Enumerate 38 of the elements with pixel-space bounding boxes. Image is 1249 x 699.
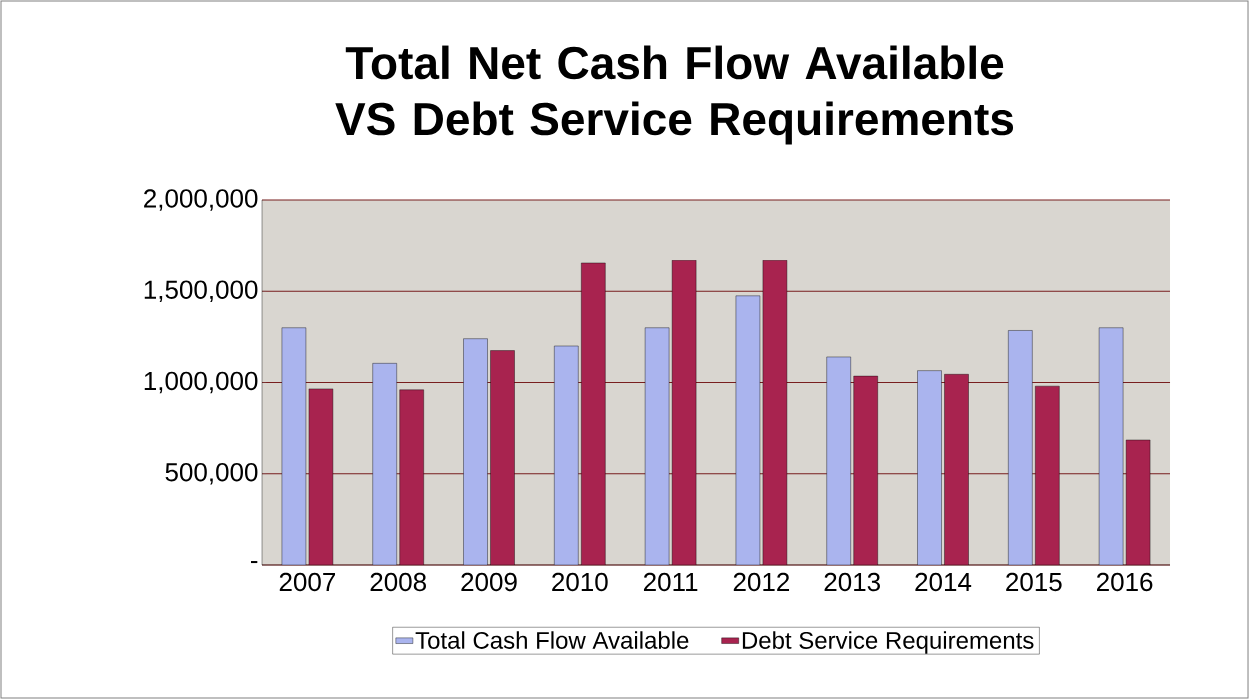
bar [1098,327,1124,565]
x-tick-label: 2009 [461,572,517,592]
y-tick-label: 1,000,000 [144,371,258,394]
x-tick-label: 2011 [643,572,698,592]
bar [645,327,670,565]
bar [399,389,424,565]
bar [581,262,606,565]
bar [944,374,969,565]
y-tick-label: 1,500,000 [144,280,258,302]
bar [762,260,787,565]
x-tick-label: 2013 [824,572,880,592]
x-tick-label: 2008 [370,572,426,592]
bar [735,295,760,565]
x-tick-label: 2012 [733,572,790,592]
bar [1125,439,1151,565]
x-tick-label: 2010 [552,572,608,592]
bar [672,260,697,565]
bar [308,388,333,565]
y-tick-label: - [250,561,258,564]
bar [917,370,942,565]
bar [554,346,579,565]
bar [826,356,851,565]
bar [1035,386,1060,565]
x-tick-label: 2007 [279,572,336,592]
y-tick-label: 2,000,000 [144,189,258,211]
x-tick-label: 2014 [915,572,972,592]
bar [372,363,397,565]
bar [853,376,878,565]
legend-label: Total Cash Flow Available [415,631,689,649]
legend-label: Debt Service Requirements [742,631,1034,654]
bar [1008,330,1033,565]
x-tick-label: 2015 [1006,572,1062,592]
x-tick-label: 2016 [1097,572,1153,592]
bar [281,327,306,565]
bar [463,338,488,565]
y-tick-label: 500,000 [165,463,258,485]
bar [490,350,515,565]
chart-title: Total Net Cash Flow Available VS Debt Service Requirements [335,45,1014,145]
